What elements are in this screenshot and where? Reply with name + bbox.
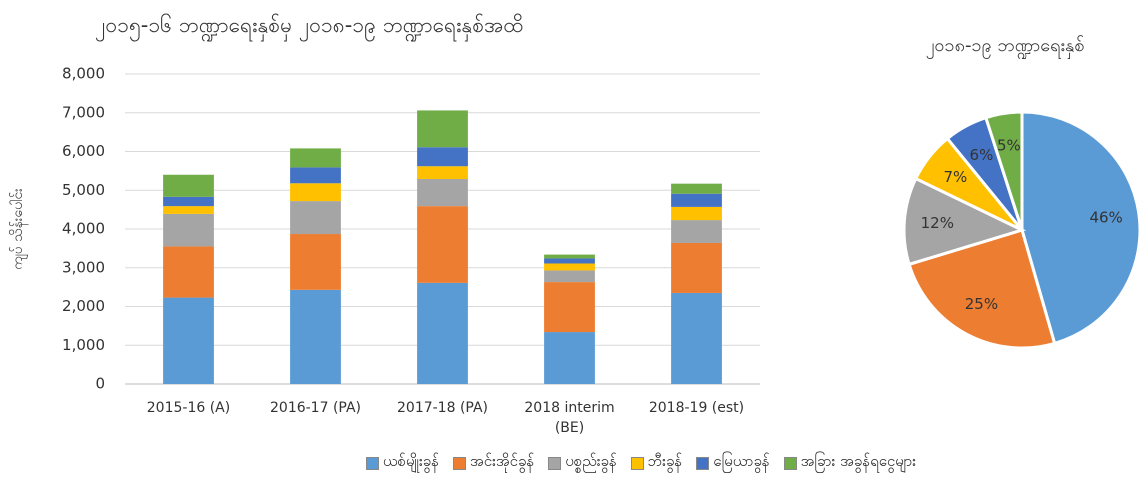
bar-segment <box>417 110 468 148</box>
legend-label: ပစ္စည်းခွန် <box>565 452 617 470</box>
y-tick-label: 6,000 <box>62 142 105 160</box>
y-tick-label: 7,000 <box>62 103 105 121</box>
legend-item: အင်းအိုင်ခွန် <box>453 452 534 474</box>
bar-segment <box>290 201 341 235</box>
pie-label: 25% <box>965 295 998 313</box>
y-tick-label: 8,000 <box>62 65 105 83</box>
bar-segment <box>544 270 595 283</box>
legend-label: ဘီးခွန် <box>647 452 683 470</box>
y-tick-label: 3,000 <box>62 258 105 276</box>
y-tick-label: 2,000 <box>62 297 105 315</box>
bar-segment <box>417 179 468 207</box>
pie-slice <box>1020 110 1142 346</box>
legend-swatch <box>696 456 710 470</box>
bar-segment <box>544 282 595 333</box>
legend-item: အခြား အခွန်ရငွေများ <box>783 452 917 474</box>
bar-segment <box>671 292 722 384</box>
bar-segment <box>290 289 341 384</box>
legend-swatch <box>365 456 379 470</box>
y-tick-label: 4,000 <box>62 220 105 238</box>
bar-segment <box>163 206 214 214</box>
bar-segment <box>544 332 595 384</box>
bar-segment <box>544 254 595 259</box>
pie-slice <box>983 110 1024 231</box>
legend-swatch <box>548 456 562 470</box>
x-tick-label: 2018 interim (BE) <box>524 400 615 436</box>
bar-segment <box>163 297 214 384</box>
legend: ယစ်မျိုးခွန် အင်းအိုင်ခွန် ပစ္စည်းခွန် ဘီးခ… <box>0 452 1142 474</box>
legend-label: မြေယာခွန် <box>713 452 770 470</box>
bar-segment <box>163 196 214 207</box>
legend-label: အင်းအိုင်ခွန် <box>470 452 535 470</box>
bar-segment <box>290 234 341 290</box>
pie-label: 46% <box>1089 209 1122 227</box>
bar-segment <box>163 174 214 197</box>
bar-segment <box>290 148 341 168</box>
bar-segment <box>417 166 468 180</box>
pie-slice <box>907 228 1057 350</box>
bar-segment <box>671 242 722 293</box>
bar-segment <box>671 183 722 194</box>
y-tick-label: 0 <box>95 375 105 393</box>
x-tick-label: 2017-18 (PA) <box>397 400 488 416</box>
bar-segment <box>671 193 722 207</box>
bar-segment <box>671 220 722 243</box>
legend-swatch <box>630 456 644 470</box>
legend-label: အခြား အခွန်ရငွေများ <box>800 452 917 470</box>
legend-item: ပစ္စည်းခွန် <box>548 452 617 474</box>
legend-swatch <box>783 456 797 470</box>
bar-segment <box>417 147 468 167</box>
pie-label: 5% <box>997 137 1021 155</box>
y-tick-label: 5,000 <box>62 181 105 199</box>
bar-segment <box>163 246 214 298</box>
legend-item: ဘီးခွန် <box>630 452 683 474</box>
bar-segment <box>544 263 595 271</box>
pie-title: ၂၀၁၈-၁၉ ဘဏ္ဍာရေးနှစ် <box>926 35 1085 59</box>
bar-segment <box>417 282 468 384</box>
bar-segment <box>544 258 595 264</box>
legend-item: မြေယာခွန် <box>696 452 770 474</box>
chart-title: ၂၀၁၅-၁၆ ဘဏ္ဍာရေးနှစ်မှ ၂၀၁၈-၁၉ ဘဏ္ဍာရေးန… <box>95 12 524 43</box>
bar-segment <box>671 206 722 221</box>
pie-label: 12% <box>921 214 954 232</box>
pie-slice <box>902 176 1027 267</box>
pie-label: 7% <box>943 168 967 186</box>
bar-segment <box>290 167 341 184</box>
y-axis-label: ကျပ် သိန်းပေါင်း <box>10 188 28 270</box>
bar-segment <box>417 206 468 283</box>
bar-segment <box>163 213 214 247</box>
x-tick-label: 2018-19 (est) <box>648 400 745 416</box>
legend-item: ယစ်မျိုးခွန် <box>365 452 440 474</box>
pie-label: 6% <box>970 146 994 164</box>
x-tick-label: 2016-17 (PA) <box>270 400 361 416</box>
legend-swatch <box>453 456 467 470</box>
legend-label: ယစ်မျိုးခွန် <box>382 452 440 470</box>
bar-segment <box>290 183 341 202</box>
x-tick-label: 2015-16 (A) <box>146 400 231 416</box>
y-tick-label: 1,000 <box>62 336 105 354</box>
